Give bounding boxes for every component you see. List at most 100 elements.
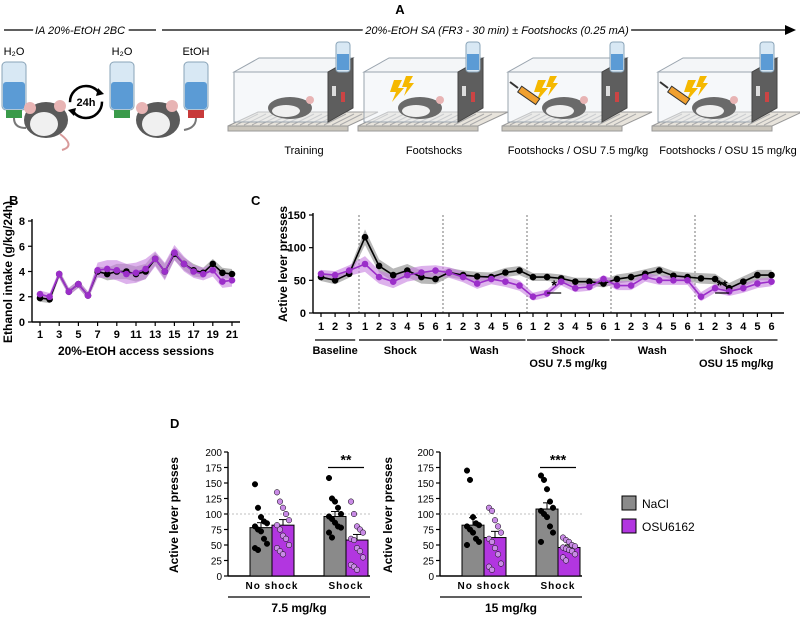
data-point-osu: [219, 278, 226, 285]
data-point-nacl: [516, 267, 523, 274]
y-tick-label: 0: [428, 572, 434, 583]
group-label: Shock: [384, 345, 418, 357]
cue-light: [615, 92, 619, 102]
data-point-osu: [641, 273, 649, 281]
bottle-liquid: [611, 54, 623, 70]
individual-point-nacl: [325, 529, 333, 536]
x-tick-label: 3: [390, 321, 396, 333]
data-point-osu: [132, 269, 140, 277]
category-label: Shock: [328, 581, 363, 592]
x-tick-label: 11: [130, 329, 142, 341]
data-point-osu: [142, 265, 149, 273]
lightning-icon: [546, 76, 558, 96]
x-tick-label: 2: [628, 321, 634, 333]
x-tick-label: 3: [346, 321, 352, 333]
individual-point-nacl: [469, 514, 477, 521]
y-tick-label: 50: [294, 275, 306, 287]
lever: [756, 86, 760, 96]
data-point-osu: [740, 284, 747, 292]
data-point-osu: [361, 260, 369, 268]
bottle-etoh-label: EtOH: [183, 46, 210, 58]
x-tick-label: 3: [56, 329, 62, 341]
data-point-osu: [389, 278, 397, 285]
significance-star: **: [717, 277, 728, 293]
bottle-liquid: [761, 54, 773, 70]
data-point-osu: [529, 293, 537, 300]
x-tick-label: 2: [332, 321, 338, 333]
individual-point-osu: [347, 498, 355, 505]
individual-point-nacl: [337, 524, 345, 531]
chamber-floor-edge: [357, 125, 479, 132]
lightning-icon: [402, 76, 414, 96]
x-tick-label: 6: [684, 321, 690, 333]
y-tick-label: 0: [216, 572, 222, 583]
data-point-nacl: [418, 273, 425, 281]
y-tick-label: 100: [288, 243, 306, 255]
y-tick-label: 150: [417, 479, 434, 490]
cycle-label: 24h: [77, 97, 96, 109]
individual-point-osu: [497, 560, 505, 567]
data-point-osu: [199, 270, 207, 278]
data-point-nacl: [768, 271, 775, 279]
lever: [606, 86, 610, 96]
data-point-osu: [459, 273, 467, 281]
group-label: Shock: [552, 345, 586, 357]
individual-point-osu: [488, 566, 496, 573]
data-point-nacl: [697, 275, 705, 282]
syringe-icon: [516, 85, 541, 106]
panel-a: A IA 20%-EtOH 2BC 20%-EtOH SA (FR3 - 30 …: [1, 2, 800, 157]
x-tick-label: 4: [656, 321, 663, 333]
individual-point-osu: [279, 551, 287, 558]
x-tick-label: 6: [600, 321, 606, 333]
x-tick-label: 1: [446, 321, 452, 333]
data-point-osu: [75, 280, 82, 288]
grid-bar: [605, 113, 629, 126]
x-tick-label: 7: [95, 329, 101, 341]
data-point-osu: [711, 284, 719, 292]
individual-point-nacl: [331, 498, 339, 505]
data-point-nacl: [600, 280, 607, 287]
data-point-osu: [656, 277, 663, 284]
bottle-h2o-label-1: H₂O: [4, 46, 25, 58]
individual-point-nacl: [543, 486, 551, 493]
chamber-floor-edge: [501, 125, 623, 132]
rat-belly: [402, 105, 430, 117]
data-point-osu: [345, 267, 353, 274]
legend-swatch-osu: [621, 518, 637, 534]
data-point-nacl: [404, 267, 411, 274]
data-point-osu: [84, 292, 92, 299]
individual-point-nacl: [549, 504, 557, 511]
legend-swatch-nacl: [621, 495, 637, 511]
data-point-osu: [228, 277, 236, 284]
bottle-liquid: [337, 54, 349, 70]
legend: NaCl OSU6162: [621, 495, 695, 534]
data-point-osu: [36, 290, 44, 298]
x-tick-label: 3: [726, 321, 732, 333]
individual-point-nacl: [254, 504, 262, 511]
x-tick-label: 2: [460, 321, 466, 333]
data-point-nacl: [103, 270, 111, 278]
grid-bar: [763, 113, 787, 126]
data-point-nacl: [670, 272, 677, 280]
y-tick-label: 8: [19, 216, 25, 228]
individual-point-nacl: [537, 472, 545, 479]
group-label: Wash: [638, 345, 667, 357]
group-sublabel: OSU 7.5 mg/kg: [529, 358, 607, 370]
data-point-nacl: [331, 277, 339, 284]
grid-bar: [747, 113, 771, 126]
x-tick-label: 5: [754, 321, 760, 333]
individual-point-nacl: [257, 528, 265, 535]
individual-point-nacl: [549, 529, 557, 536]
data-point-osu: [627, 282, 635, 289]
data-point-nacl: [219, 269, 226, 277]
data-point-osu: [151, 255, 159, 263]
x-tick-label: 6: [432, 321, 438, 333]
category-label: Shock: [540, 581, 575, 592]
chamber-floor-edge: [227, 125, 349, 132]
data-point-nacl: [613, 275, 621, 283]
x-tick-label: 2: [376, 321, 382, 333]
individual-point-nacl: [469, 529, 477, 536]
data-point-nacl: [543, 273, 551, 281]
x-tick-label: 6: [516, 321, 522, 333]
grid-bar: [469, 113, 493, 126]
